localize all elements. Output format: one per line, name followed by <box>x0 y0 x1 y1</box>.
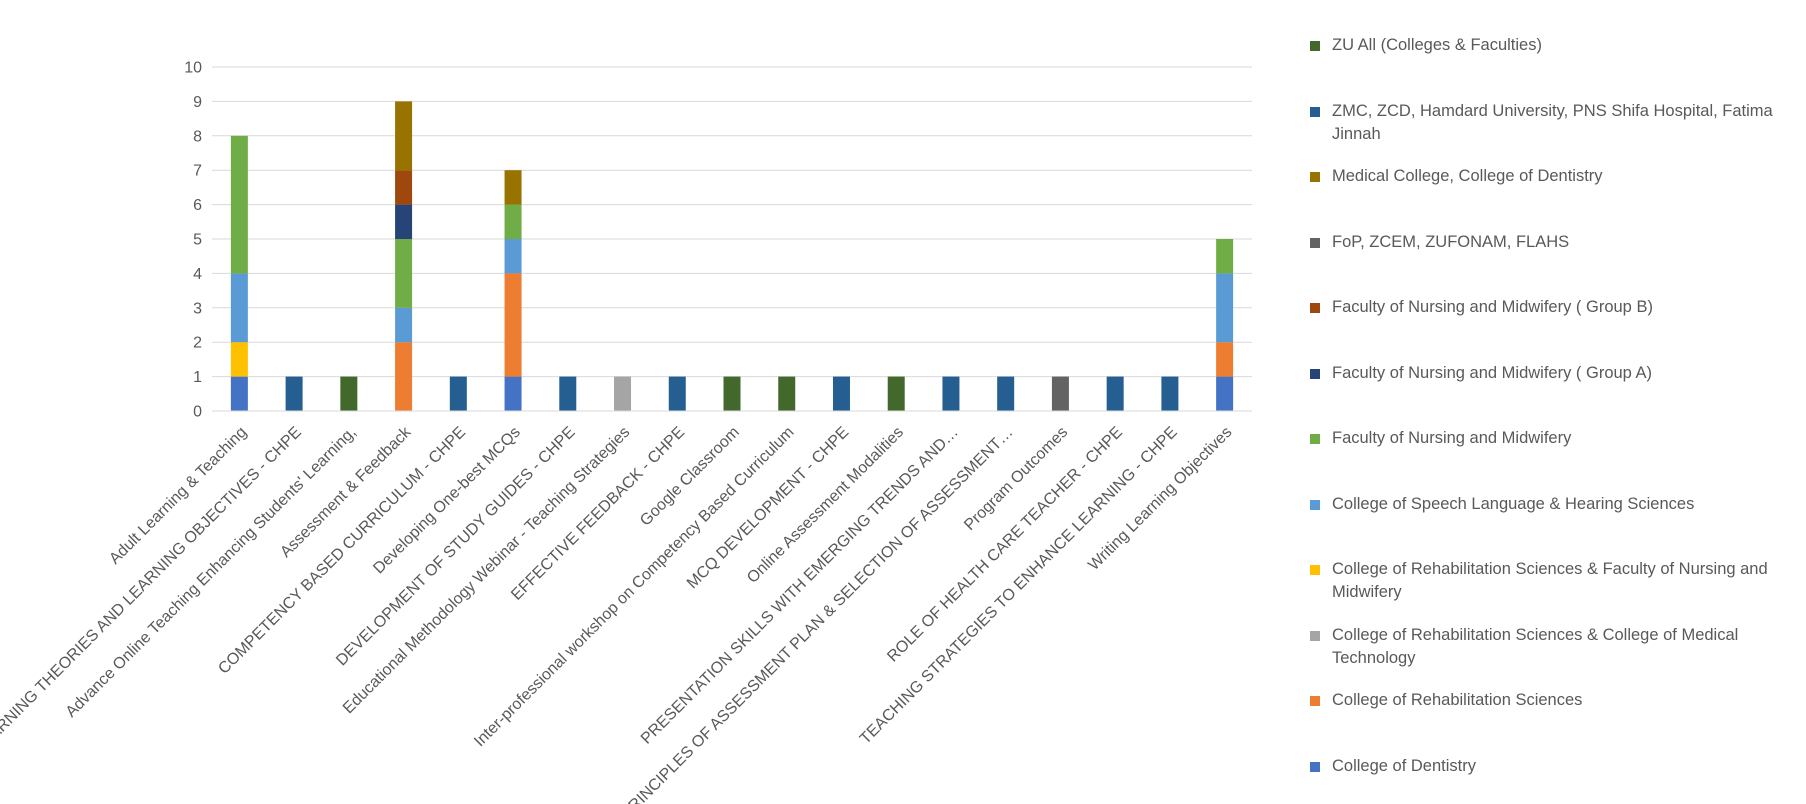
legend-label: College of Speech Language & Hearing Sci… <box>1332 494 1695 513</box>
bar-segment <box>887 376 905 411</box>
legend-item: ZU All (Colleges & Faculties) <box>1310 34 1800 57</box>
y-tick-label: 8 <box>193 128 202 145</box>
bar-segment <box>668 376 686 411</box>
bar-segment <box>285 376 303 411</box>
y-tick-label: 4 <box>193 266 202 283</box>
bar-segment <box>504 204 522 239</box>
y-tick-label: 6 <box>193 197 202 214</box>
legend-item: College of Rehabilitation Sciences & Fac… <box>1310 558 1800 604</box>
bar-segment <box>1216 239 1234 274</box>
legend-swatch <box>1310 41 1320 51</box>
bar-segment <box>230 135 248 274</box>
x-category-label: LEARNING THEORIES AND LEARNING OBJECTIVE… <box>0 424 305 757</box>
bar-segment <box>395 239 413 308</box>
bar-segment <box>504 376 522 411</box>
bar-segment <box>449 376 467 411</box>
bar-segment <box>395 204 413 239</box>
y-tick-label: 1 <box>193 369 202 386</box>
bar-segment <box>1106 376 1124 411</box>
bar-segment <box>1216 273 1234 343</box>
legend-label: ZU All (Colleges & Faculties) <box>1332 36 1542 54</box>
legend-item: College of Rehabilitation Sciences <box>1310 689 1800 712</box>
legend-label: College of Rehabilitation Sciences & Fac… <box>1332 560 1768 601</box>
legend-label: Faculty of Nursing and Midwifery <box>1332 429 1572 447</box>
legend-item: College of Rehabilitation Sciences & Col… <box>1310 624 1800 670</box>
bar-segment <box>997 376 1015 411</box>
bar-segment <box>504 273 522 377</box>
y-tick-label: 10 <box>184 60 202 77</box>
legend-label: College of Dentistry <box>1332 756 1476 775</box>
legend-swatch <box>1310 106 1320 117</box>
bar-segment <box>1216 376 1234 411</box>
y-axis-tick-labels: 0 1 2 3 4 5 6 7 8 9 10 <box>184 60 202 421</box>
x-category-label: Google Classroom <box>637 424 743 530</box>
legend-swatch <box>1310 172 1320 182</box>
legend-swatch <box>1310 303 1320 313</box>
legend-swatch <box>1310 434 1320 444</box>
bar-segment <box>942 376 960 411</box>
bar-segment <box>395 342 413 411</box>
bar-segment <box>395 307 413 343</box>
legend-item: Faculty of Nursing and Midwifery <box>1310 427 1800 450</box>
legend-item: ZMC, ZCD, Hamdard University, PNS Shifa … <box>1310 100 1800 146</box>
bar-segment <box>230 342 248 377</box>
legend-label: FoP, ZCEM, ZUFONAM, FLAHS <box>1332 232 1570 251</box>
y-tick-label: 5 <box>193 232 202 249</box>
bar-segment <box>723 376 741 411</box>
legend-swatch <box>1310 237 1320 248</box>
bar-segment <box>1216 342 1234 377</box>
y-tick-label: 0 <box>193 404 202 421</box>
legend-item: Medical College, College of Dentistry <box>1310 165 1800 188</box>
bar-segment <box>778 376 796 411</box>
x-category-label: Program Outcomes <box>961 424 1071 534</box>
bar-segment <box>504 239 522 274</box>
y-tick-label: 7 <box>193 163 202 180</box>
x-category-label: COMPETENCY BASED CURRICULUM - CHPE <box>215 424 469 678</box>
stacked-bar-chart: 0 1 2 3 4 5 6 7 8 9 10 Adult Learning & TeachingLE… <box>0 60 1252 804</box>
y-tick-label: 9 <box>193 94 202 111</box>
bar-segment <box>230 273 248 343</box>
bar-segment <box>559 376 577 411</box>
bar-segment <box>395 101 413 171</box>
legend-swatch <box>1310 761 1320 772</box>
legend-label: College of Rehabilitation Sciences <box>1332 691 1583 709</box>
bar-segment <box>340 376 358 411</box>
bar-segment <box>614 376 632 411</box>
legend-label: Medical College, College of Dentistry <box>1332 167 1603 185</box>
legend-item: Faculty of Nursing and Midwifery ( Group… <box>1310 362 1800 385</box>
legend-label: Faculty of Nursing and Midwifery ( Group… <box>1332 298 1653 316</box>
legend-label: Faculty of Nursing and Midwifery ( Group… <box>1332 363 1653 382</box>
bar-segment <box>395 170 413 205</box>
legend-swatch <box>1310 565 1320 575</box>
legend-item: College of Speech Language & Hearing Sci… <box>1310 493 1800 516</box>
bar-segment <box>1051 376 1069 411</box>
bar-segment <box>504 170 522 205</box>
bar-segment <box>1161 376 1179 411</box>
legend-label: College of Rehabilitation Sciences & Col… <box>1332 625 1739 667</box>
legend-swatch <box>1310 368 1320 379</box>
legend-swatch <box>1310 499 1320 510</box>
bar-segment <box>230 376 248 411</box>
y-tick-label: 3 <box>193 300 202 317</box>
legend-label: ZMC, ZCD, Hamdard University, PNS Shifa … <box>1332 101 1773 143</box>
legend-item: College of Dentistry <box>1310 755 1800 778</box>
legend: ZU All (Colleges & Faculties) ZMC, ZCD, H… <box>1310 0 1806 804</box>
legend-item: FoP, ZCEM, ZUFONAM, FLAHS <box>1310 231 1800 254</box>
y-tick-label: 2 <box>193 335 202 352</box>
bar-segment <box>832 376 850 411</box>
legend-swatch <box>1310 630 1320 641</box>
legend-swatch <box>1310 696 1320 706</box>
gridlines <box>212 66 1252 378</box>
bars <box>230 101 1234 411</box>
legend-item: Faculty of Nursing and Midwifery ( Group… <box>1310 296 1800 319</box>
